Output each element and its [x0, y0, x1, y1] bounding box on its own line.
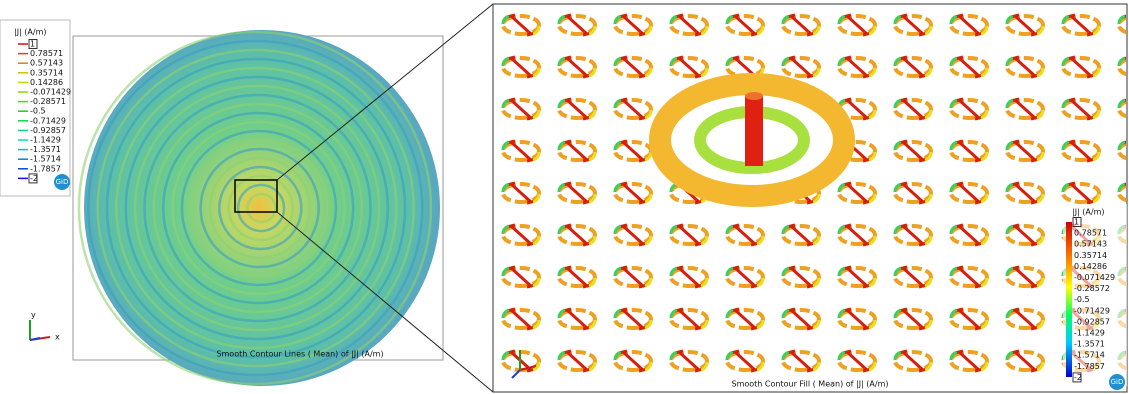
contour-ring — [115, 66, 398, 350]
legend-label: -1.3571 — [30, 145, 61, 154]
contour-ring — [246, 192, 277, 224]
legend-label: 1 — [1074, 218, 1079, 227]
legend-label: -1.1429 — [1074, 329, 1105, 338]
right-view: |J| (A/m) 1 0.78571 0.57143 0.35714 0.14286 -… — [492, 3, 1128, 393]
feed-column — [745, 96, 763, 166]
logo: GiD — [1111, 378, 1124, 386]
legend-end-box — [1072, 372, 1082, 383]
legend-title: |J| (A/m) — [1072, 208, 1105, 217]
caption: Smooth Contour Fill ( Mean) of |J| (A/m) — [732, 380, 889, 389]
legend-label: 0.14286 — [30, 78, 63, 87]
contour-ring — [171, 120, 346, 296]
contour-ring — [236, 183, 286, 233]
color-bar — [1066, 222, 1072, 377]
legend-end-box — [28, 173, 38, 184]
legend: 10.785710.571430.357140.14286-0.071429-0… — [18, 39, 71, 184]
contour-ring — [87, 39, 424, 377]
legend-label: -0.71429 — [30, 116, 66, 125]
contour-ring — [77, 30, 433, 386]
legend-box — [1063, 204, 1127, 386]
legend-label: 0.14286 — [1074, 262, 1107, 271]
legend-label: 1 — [30, 40, 35, 49]
legend-label: 0.57143 — [1074, 240, 1107, 249]
legend-label: -1.7857 — [30, 164, 61, 173]
legend: 1 0.78571 0.57143 0.35714 0.14286 -0.071429 -0… — [1072, 217, 1115, 383]
legend-label: -0.071429 — [1074, 273, 1115, 282]
caption: Smooth Contour Lines ( Mean) of |J| (A/m… — [216, 350, 383, 359]
contour-ring — [161, 111, 355, 305]
contour-ring — [199, 147, 320, 269]
contour-ring — [218, 165, 303, 251]
legend-label: -0.92857 — [1074, 317, 1110, 326]
legend-label: 0.57143 — [30, 59, 63, 68]
logo: GiD — [56, 178, 69, 186]
z-axis-arrow — [511, 369, 521, 379]
contour-ring — [152, 102, 364, 314]
legend-label: -0.071429 — [30, 88, 71, 97]
logo-badge — [54, 174, 70, 190]
contour-ring — [133, 84, 381, 332]
axis-triad: x y — [29, 311, 60, 342]
zoom-line — [276, 211, 494, 393]
legend-end-box — [28, 39, 38, 49]
legend-label: -0.28571 — [30, 97, 66, 106]
contour-ring — [208, 156, 312, 260]
legend-label: -0.5 — [1074, 295, 1090, 304]
legend-label: 0.35714 — [30, 68, 63, 77]
legend-label: -1.1429 — [30, 136, 61, 145]
contour-ring — [190, 138, 329, 278]
logo-badge — [1109, 374, 1125, 390]
left-view: |J| (A/m) 10.785710.571430.357140.14286-… — [0, 19, 444, 386]
legend-end-box — [1072, 217, 1082, 227]
legend-label: -1.3571 — [1074, 340, 1105, 349]
legend-box — [0, 19, 71, 197]
contour-ring — [124, 75, 390, 341]
feed-top — [745, 92, 763, 100]
zoom-line — [276, 3, 494, 181]
current-field — [494, 5, 1126, 391]
contour-ring — [180, 129, 338, 287]
contour-ring — [227, 174, 294, 242]
zoom-box — [234, 179, 278, 213]
legend-label: -0.92857 — [30, 126, 66, 135]
contour-ring — [96, 48, 415, 368]
legend-label: -0.28572 — [1074, 284, 1110, 293]
legend-label: -2 — [1074, 373, 1082, 382]
z-axis-arrow — [29, 337, 41, 341]
x-axis-arrow — [519, 365, 537, 371]
legend-label: 0.78571 — [30, 49, 63, 58]
contour-rings — [77, 30, 433, 386]
legend-title: |J| (A/m) — [14, 28, 47, 37]
legend-label: -1.5714 — [1074, 351, 1105, 360]
legend-label: -0.5 — [30, 107, 46, 116]
y-axis-label: y — [31, 311, 36, 320]
legend-label: 0.35714 — [1074, 251, 1107, 260]
legend-label: -0.71429 — [1074, 306, 1110, 315]
contour-ring — [105, 57, 407, 359]
x-axis-label: x — [55, 333, 60, 342]
legend-label: 0.78571 — [1074, 229, 1107, 238]
axis-triad — [511, 350, 537, 379]
contour-ring — [143, 93, 372, 323]
legend-label: -1.7857 — [1074, 362, 1105, 371]
legend-label: -2 — [30, 174, 38, 183]
legend-label: -1.5714 — [30, 155, 61, 164]
